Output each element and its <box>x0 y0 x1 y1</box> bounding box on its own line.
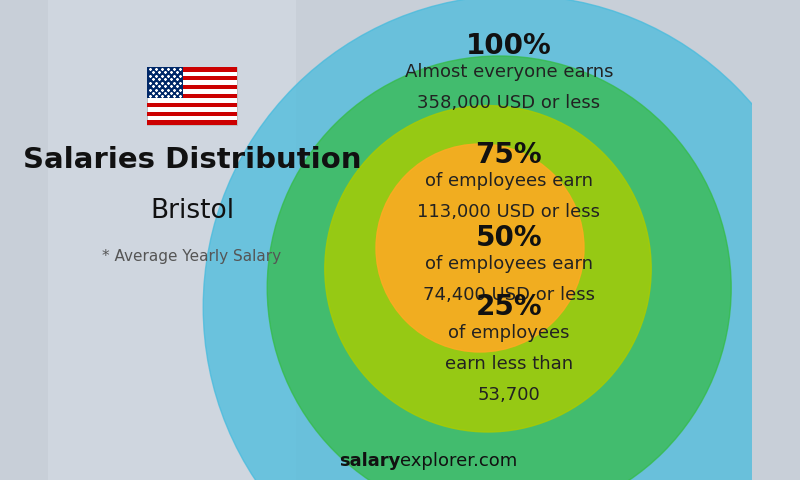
FancyBboxPatch shape <box>147 103 237 107</box>
FancyBboxPatch shape <box>147 94 237 98</box>
Text: 53,700: 53,700 <box>478 386 540 404</box>
Circle shape <box>325 106 651 432</box>
FancyBboxPatch shape <box>147 67 183 98</box>
Text: 25%: 25% <box>475 293 542 321</box>
Text: earn less than: earn less than <box>445 355 573 373</box>
FancyBboxPatch shape <box>147 120 237 125</box>
FancyBboxPatch shape <box>147 67 237 72</box>
Text: 100%: 100% <box>466 32 552 60</box>
Text: 75%: 75% <box>475 141 542 169</box>
Text: salary: salary <box>338 452 400 470</box>
Text: 113,000 USD or less: 113,000 USD or less <box>418 203 600 221</box>
FancyBboxPatch shape <box>147 111 237 116</box>
Text: of employees earn: of employees earn <box>425 172 593 190</box>
Text: Bristol: Bristol <box>150 198 234 224</box>
Text: * Average Yearly Salary: * Average Yearly Salary <box>102 249 282 264</box>
Circle shape <box>376 144 584 352</box>
Text: 74,400 USD or less: 74,400 USD or less <box>422 287 594 304</box>
Text: Almost everyone earns: Almost everyone earns <box>405 63 613 81</box>
Text: of employees earn: of employees earn <box>425 255 593 273</box>
FancyBboxPatch shape <box>147 76 237 81</box>
Text: 358,000 USD or less: 358,000 USD or less <box>418 95 600 112</box>
FancyBboxPatch shape <box>147 67 237 125</box>
Text: 50%: 50% <box>475 224 542 252</box>
Circle shape <box>203 0 800 480</box>
Circle shape <box>267 56 731 480</box>
Text: explorer.com: explorer.com <box>400 452 518 470</box>
FancyBboxPatch shape <box>48 0 296 480</box>
FancyBboxPatch shape <box>147 85 237 89</box>
Text: of employees: of employees <box>448 324 570 342</box>
Text: Salaries Distribution: Salaries Distribution <box>22 146 362 174</box>
